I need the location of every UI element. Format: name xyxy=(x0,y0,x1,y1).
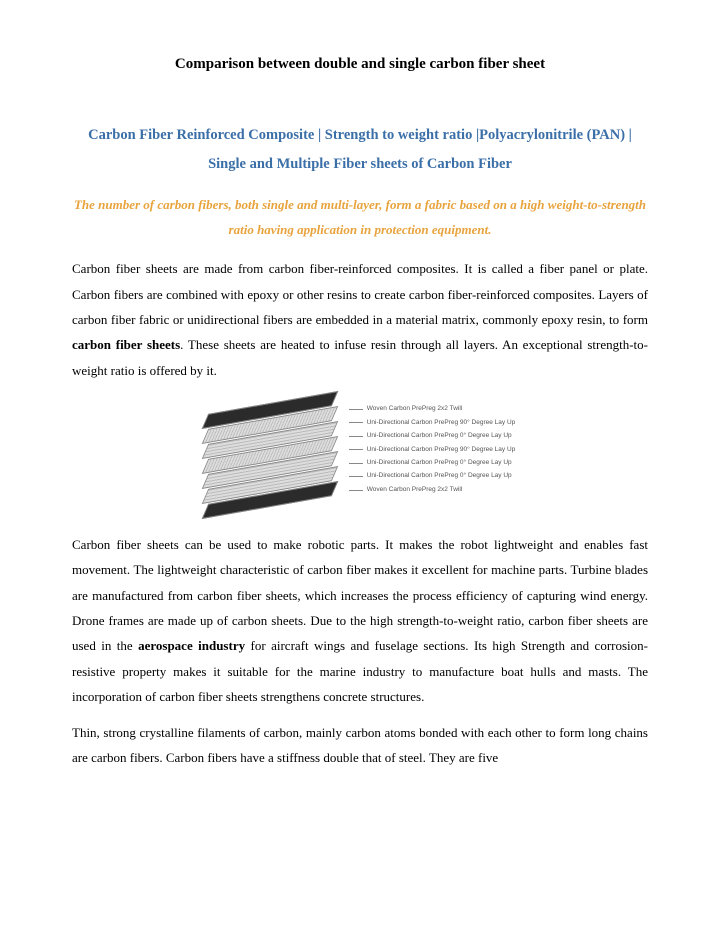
diagram-label: Uni-Directional Carbon PrePreg 90° Degre… xyxy=(349,446,516,453)
diagram-label: Uni-Directional Carbon PrePreg 90° Degre… xyxy=(349,419,516,426)
subtitle-keywords: Carbon Fiber Reinforced Composite | Stre… xyxy=(72,121,648,179)
diagram-layers xyxy=(205,403,335,508)
diagram-label: Uni-Directional Carbon PrePreg 0° Degree… xyxy=(349,459,516,466)
layup-diagram: Woven Carbon PrePreg 2x2 Twill Uni-Direc… xyxy=(72,403,648,508)
paragraph-1: Carbon fiber sheets are made from carbon… xyxy=(72,256,648,383)
para2-bold: aerospace industry xyxy=(138,638,245,653)
para1-bold: carbon fiber sheets xyxy=(72,337,180,352)
paragraph-2: Carbon fiber sheets can be used to make … xyxy=(72,532,648,709)
tagline: The number of carbon fibers, both single… xyxy=(72,193,648,242)
diagram-label: Uni-Directional Carbon PrePreg 0° Degree… xyxy=(349,472,516,479)
paragraph-3: Thin, strong crystalline filaments of ca… xyxy=(72,720,648,771)
page-title: Comparison between double and single car… xyxy=(72,56,648,73)
diagram-labels: Woven Carbon PrePreg 2x2 Twill Uni-Direc… xyxy=(349,403,516,493)
diagram-label: Uni-Directional Carbon PrePreg 0° Degree… xyxy=(349,432,516,439)
diagram-label: Woven Carbon PrePreg 2x2 Twill xyxy=(349,405,516,412)
diagram-label: Woven Carbon PrePreg 2x2 Twill xyxy=(349,486,516,493)
para2-text-a: Carbon fiber sheets can be used to make … xyxy=(72,537,648,653)
para1-text-a: Carbon fiber sheets are made from carbon… xyxy=(72,261,648,327)
